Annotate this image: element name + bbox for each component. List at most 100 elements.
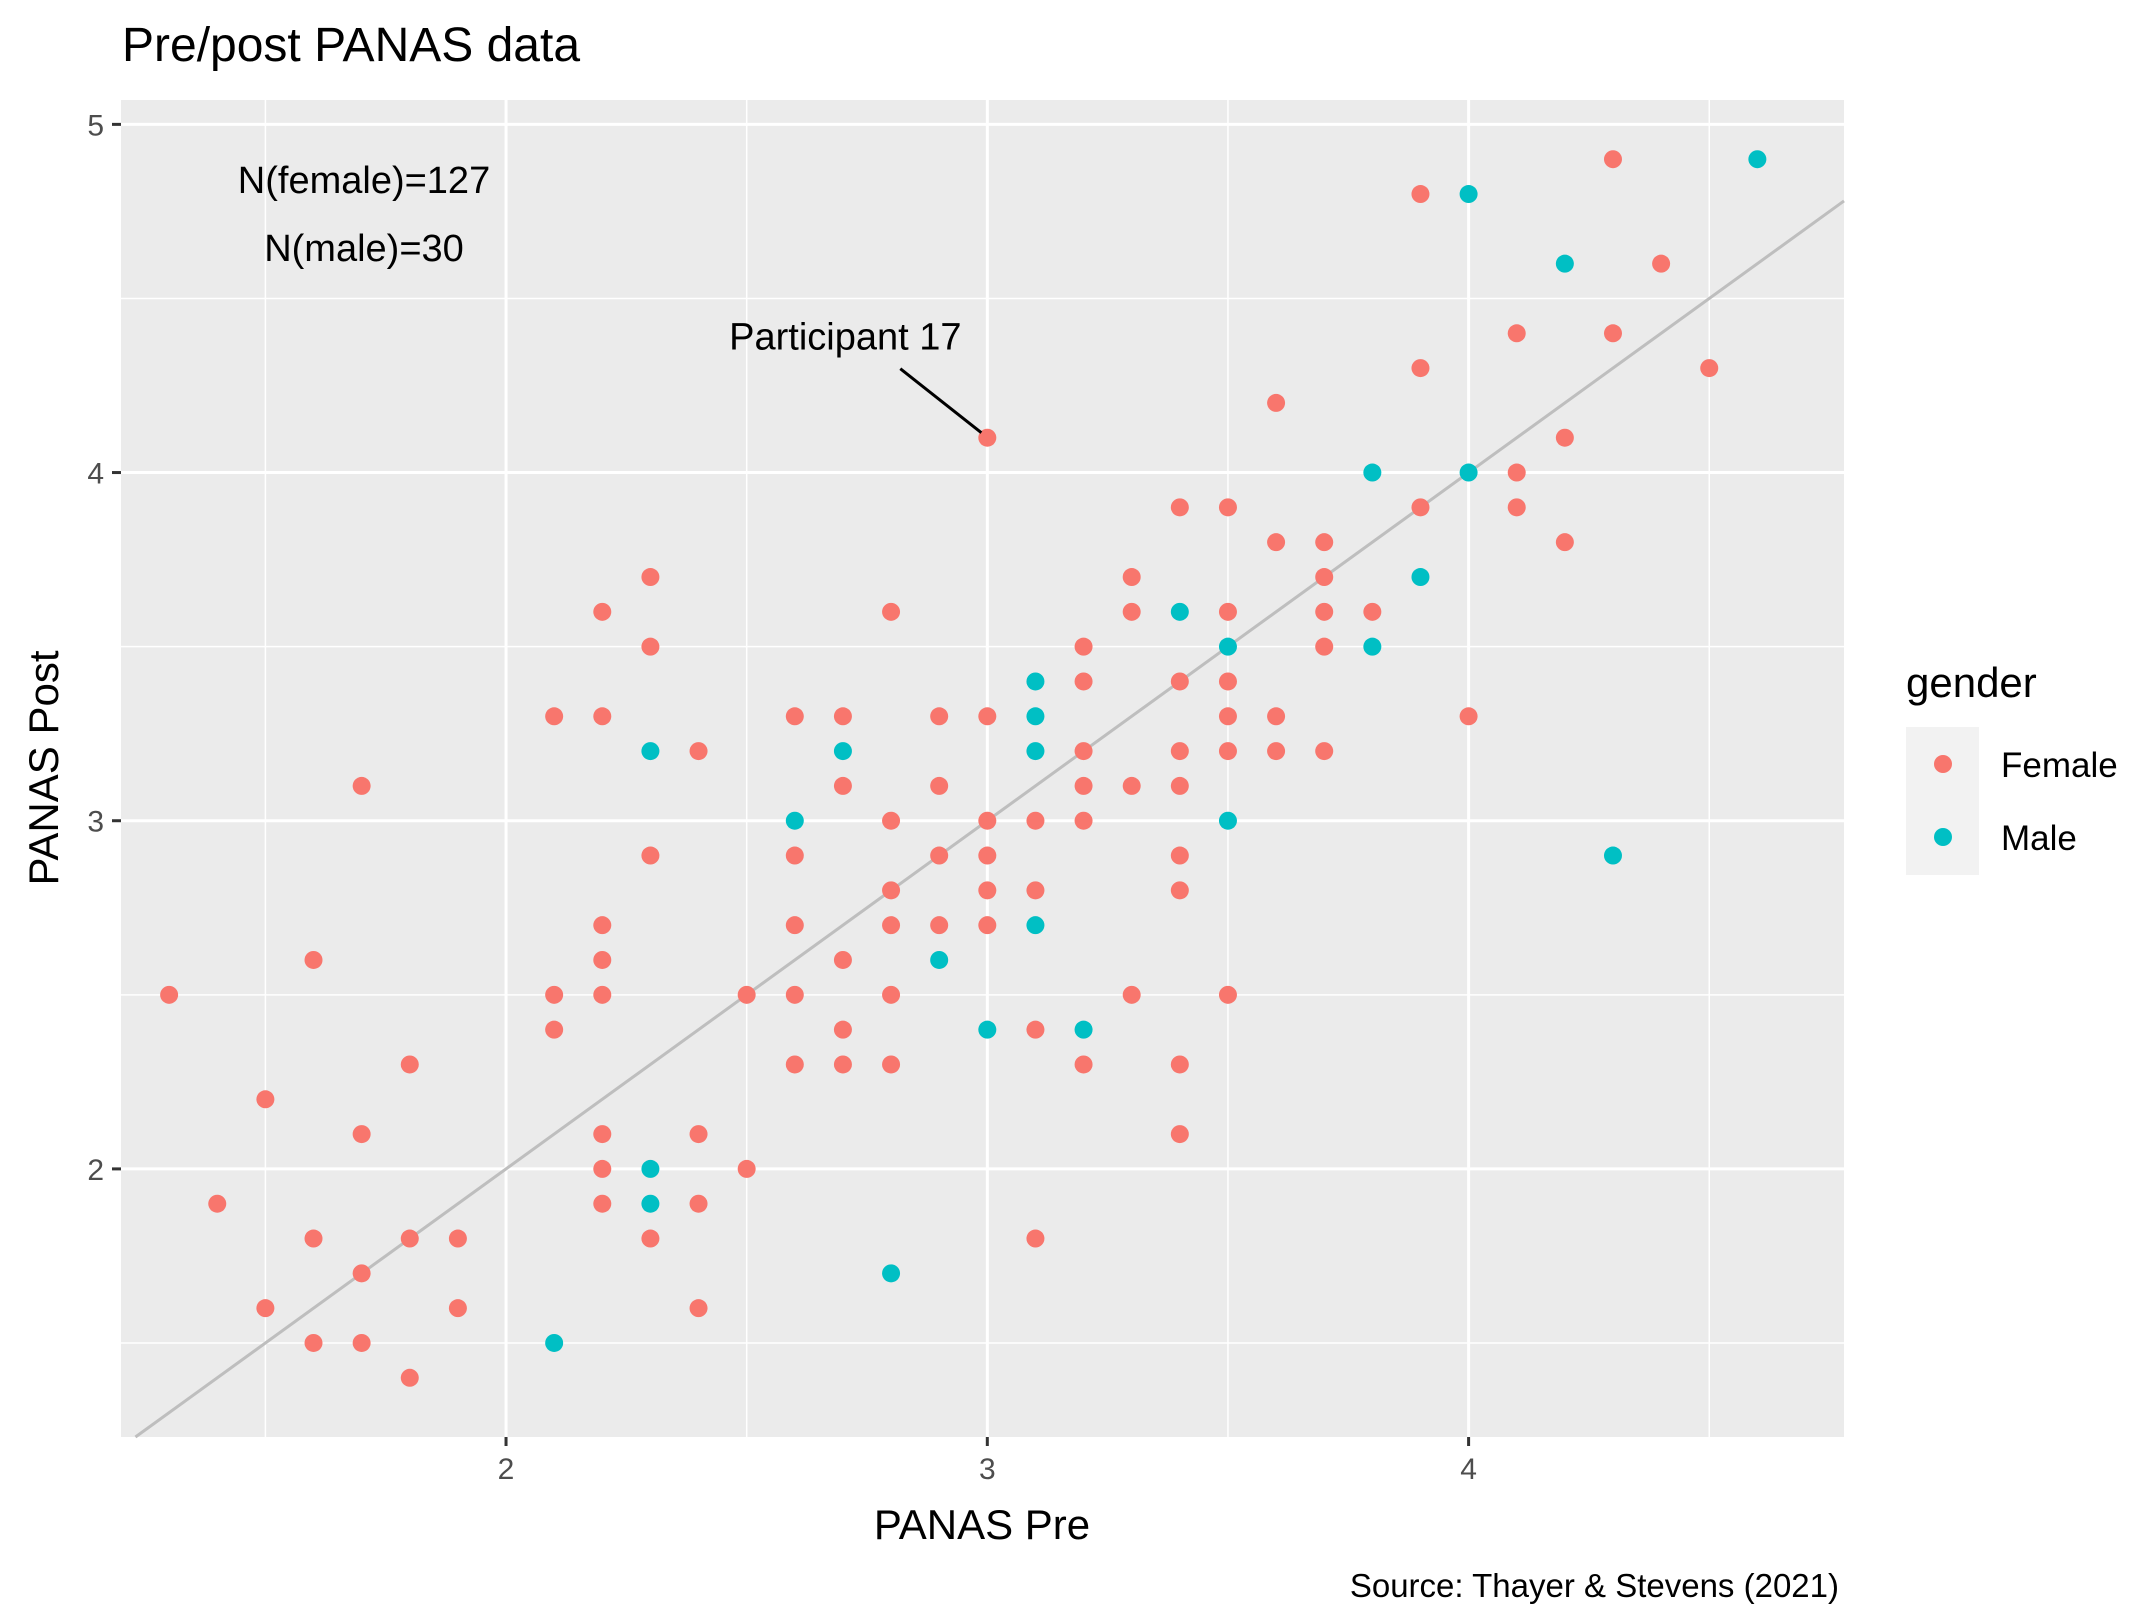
- data-point-female: [737, 985, 756, 1004]
- data-point-female: [304, 950, 323, 969]
- data-point-female: [593, 950, 612, 969]
- data-point-female: [1074, 811, 1093, 830]
- data-point-female: [1411, 359, 1430, 378]
- data-point-female: [882, 985, 901, 1004]
- data-point-female: [785, 916, 804, 935]
- data-point-male: [641, 742, 660, 761]
- data-point-female: [400, 1368, 419, 1387]
- participant-callout-line: [899, 367, 983, 434]
- data-point-female: [1074, 637, 1093, 656]
- data-point-female: [400, 1229, 419, 1248]
- y-axis-title: PANAS Post: [20, 650, 67, 885]
- data-point-male: [1170, 602, 1189, 621]
- data-point-female: [208, 1194, 227, 1213]
- data-point-female: [882, 1055, 901, 1074]
- data-point-male: [833, 742, 852, 761]
- data-point-female: [1122, 776, 1141, 795]
- data-point-female: [882, 881, 901, 900]
- data-point-female: [1267, 393, 1286, 412]
- data-point-female: [1218, 498, 1237, 517]
- data-point-male: [1363, 637, 1382, 656]
- data-point-female: [256, 1299, 275, 1318]
- data-point-female: [1603, 324, 1622, 343]
- data-point-female: [641, 1229, 660, 1248]
- data-point-female: [1074, 672, 1093, 691]
- data-point-female: [930, 776, 949, 795]
- legend-title: gender: [1906, 659, 2037, 706]
- data-point-male: [1074, 1020, 1093, 1039]
- data-point-female: [1074, 776, 1093, 795]
- count-male: N(male)=30: [264, 228, 464, 270]
- data-point-male: [1459, 185, 1478, 204]
- data-point-female: [352, 776, 371, 795]
- data-point-male: [1218, 811, 1237, 830]
- data-point-female: [1507, 463, 1526, 482]
- y-tick-label: 5: [87, 109, 104, 142]
- legend-key-background: [1906, 727, 1979, 875]
- data-point-female: [978, 811, 997, 830]
- y-axis: 2 3 4 5: [87, 109, 121, 1187]
- x-axis: 2 3 4: [498, 1437, 1477, 1486]
- data-point-male: [1603, 846, 1622, 865]
- data-point-male: [1026, 916, 1045, 935]
- data-point-female: [1170, 672, 1189, 691]
- data-point-female: [160, 985, 179, 1004]
- legend-key-male: [1934, 828, 1952, 846]
- data-point-female: [785, 846, 804, 865]
- data-point-female: [1315, 602, 1334, 621]
- data-point-female: [978, 846, 997, 865]
- data-point-male: [1555, 254, 1574, 273]
- data-point-male: [1748, 150, 1767, 169]
- data-point-male: [641, 1159, 660, 1178]
- data-point-female: [256, 1090, 275, 1109]
- data-point-female: [1507, 324, 1526, 343]
- x-tick-label: 3: [979, 1453, 996, 1486]
- data-point-male: [882, 1264, 901, 1283]
- data-point-female: [1652, 254, 1671, 273]
- data-point-male: [641, 1194, 660, 1213]
- y-tick-label: 4: [87, 458, 104, 491]
- data-point-female: [400, 1055, 419, 1074]
- data-point-female: [689, 742, 708, 761]
- data-point-female: [833, 950, 852, 969]
- x-tick-label: 2: [498, 1453, 515, 1486]
- data-point-male: [785, 811, 804, 830]
- data-point-female: [545, 707, 564, 726]
- data-point-female: [1267, 533, 1286, 552]
- data-point-female: [545, 1020, 564, 1039]
- data-point-female: [641, 568, 660, 587]
- data-point-female: [978, 707, 997, 726]
- legend: gender Female Male: [1906, 659, 2118, 875]
- data-point-female: [1218, 602, 1237, 621]
- data-point-female: [1411, 185, 1430, 204]
- data-point-female: [593, 1159, 612, 1178]
- data-point-female: [593, 602, 612, 621]
- data-point-female: [641, 846, 660, 865]
- data-point-female: [1122, 602, 1141, 621]
- data-point-female: [882, 602, 901, 621]
- data-point-female: [785, 985, 804, 1004]
- data-point-female: [882, 811, 901, 830]
- source-caption: Source: Thayer & Stevens (2021): [1350, 1567, 1839, 1604]
- data-point-female: [785, 707, 804, 726]
- data-point-female: [882, 916, 901, 935]
- data-point-female: [1459, 707, 1478, 726]
- data-point-female: [1363, 602, 1382, 621]
- data-point-female: [1315, 568, 1334, 587]
- data-point-female: [1026, 881, 1045, 900]
- data-point-female: [1122, 985, 1141, 1004]
- data-point-female: [1170, 1125, 1189, 1144]
- data-point-female: [352, 1125, 371, 1144]
- data-point-female: [593, 1125, 612, 1144]
- data-point-female: [978, 428, 997, 447]
- data-point-female: [1170, 846, 1189, 865]
- data-point-female: [1170, 742, 1189, 761]
- data-point-female: [930, 707, 949, 726]
- data-point-female: [833, 776, 852, 795]
- data-point-female: [1267, 742, 1286, 761]
- data-point-female: [689, 1299, 708, 1318]
- data-point-female: [833, 1055, 852, 1074]
- data-point-female: [304, 1333, 323, 1352]
- data-point-female: [930, 916, 949, 935]
- data-point-female: [1170, 498, 1189, 517]
